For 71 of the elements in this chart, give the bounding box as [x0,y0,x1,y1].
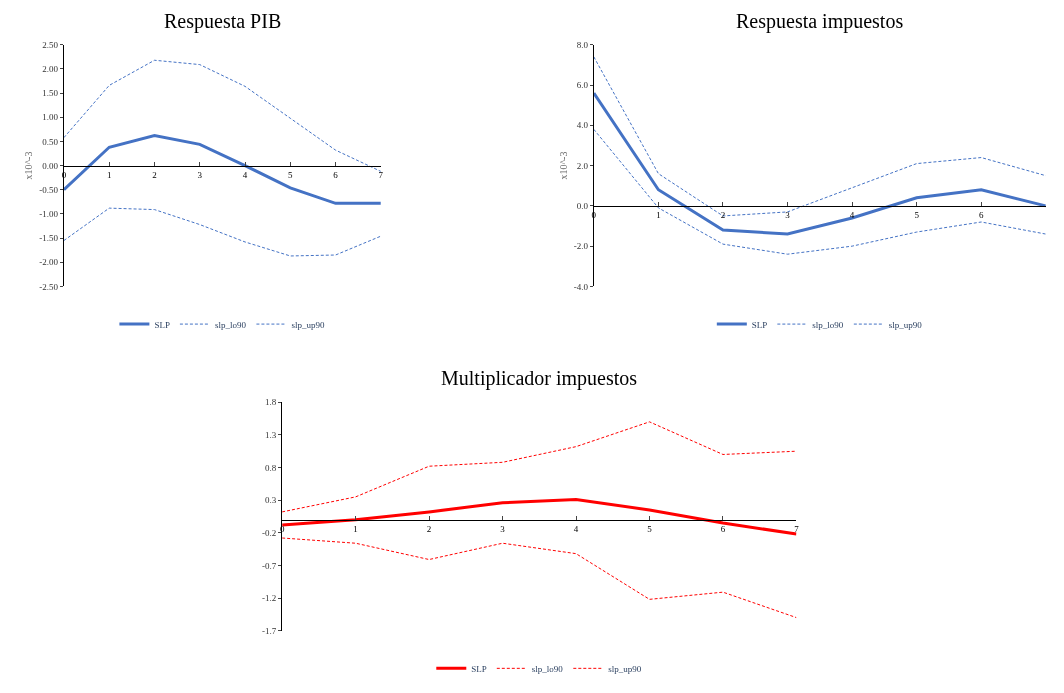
x-tick-label: 4 [573,523,579,534]
legend-label: SLP [154,319,170,330]
legend-label: slp_lo90 [214,319,247,330]
x-tick-label: 3 [500,523,506,534]
legend-label: slp_lo90 [812,319,844,330]
y-tick-label: -2.00 [39,257,59,268]
y-tick-label: -0.7 [261,560,277,571]
line-series [63,134,381,205]
x-tick-label: 3 [197,169,203,180]
y-tick-label: 1.3 [264,430,277,441]
x-tick-label: 5 [647,523,653,534]
x-tick-label: 6 [978,209,984,220]
x-tick-label: 6 [720,523,726,534]
y-axis-title: x10^-3 [23,151,35,180]
legend-label: slp_up90 [608,663,642,674]
x-tick-label: 1 [353,523,358,534]
x-tick-label: 3 [785,209,791,220]
x-tick-label: 6 [333,169,339,180]
x-tick-label: 0 [61,169,67,180]
chart-title: Respuesta PIB [164,10,282,33]
y-tick-label: -1.00 [39,209,59,220]
y-tick-label: -0.2 [261,527,277,538]
x-tick-label: 7 [794,523,800,534]
y-tick-label: 0.3 [264,495,277,506]
line-series [593,91,1046,236]
y-tick-label: -1.2 [261,593,277,604]
x-tick-label: 4 [242,169,248,180]
x-tick-label: 5 [914,209,920,220]
y-tick-label: 0.50 [42,136,59,147]
line-series [63,207,381,257]
y-tick-label: -1.50 [39,233,59,244]
y-tick-label: -4.0 [573,281,589,292]
legend-label: slp_up90 [291,319,325,330]
chart-title: Respuesta impuestos [736,10,904,33]
x-tick-label: 1 [106,169,112,180]
x-tick-label: 4 [849,209,855,220]
y-tick-label: 1.50 [42,88,59,99]
x-tick-label: 2 [152,169,157,180]
line-series [593,56,1046,217]
x-tick-label: 7 [378,169,384,180]
y-tick-label: 0.8 [264,462,277,473]
y-tick-label: -2.50 [39,281,59,292]
x-tick-label: 2 [720,209,726,220]
line-series [593,128,1046,255]
legend-label: SLP [751,319,768,330]
y-tick-label: 0.00 [42,160,59,171]
y-tick-label: 2.50 [42,39,59,50]
y-tick-label: 4.0 [576,120,589,131]
legend-label: slp_up90 [888,319,923,330]
y-tick-label: -1.7 [261,625,277,636]
x-tick-label: 1 [656,209,661,220]
y-tick-label: 8.0 [576,39,589,50]
line-series [282,421,797,513]
y-tick-label: 1.8 [264,397,277,408]
line-series [282,537,797,619]
x-tick-label: 2 [426,523,432,534]
line-series [63,59,381,172]
y-tick-label: 2.0 [576,160,589,171]
chart-title: Multiplicador impuestos [441,367,638,390]
x-tick-label: 5 [288,169,294,180]
y-tick-label: -0.50 [39,184,59,195]
x-tick-label: 0 [591,209,597,220]
y-axis-title: x10^-3 [557,151,569,180]
y-tick-label: 2.00 [42,64,59,75]
legend-label: SLP [471,663,487,674]
y-tick-label: 1.00 [42,112,59,123]
y-tick-label: -2.0 [573,241,589,252]
y-tick-label: 0.0 [576,201,589,212]
line-series [282,498,797,536]
y-tick-label: 6.0 [576,80,589,91]
legend-label: slp_lo90 [531,663,564,674]
